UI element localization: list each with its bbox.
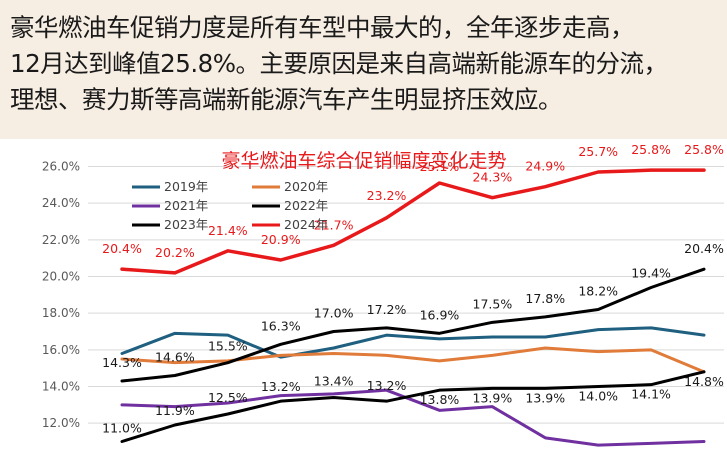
legend-label: 2022年	[284, 198, 328, 213]
y-tick-label: 20.0%	[42, 270, 80, 284]
data-label: 12.5%	[208, 390, 248, 405]
data-label: 13.9%	[525, 390, 565, 405]
legend-label: 2024年	[284, 217, 328, 232]
chart-container: 12.0% 14.0% 16.0% 18.0% 20.0% 22.0% 24.0% 26.0%…	[0, 139, 727, 447]
data-label: 20.2%	[155, 245, 195, 260]
data-label: 14.3%	[102, 355, 142, 370]
y-tick-label: 14.0%	[42, 380, 80, 394]
data-label: 17.5%	[473, 296, 513, 311]
data-label: 13.2%	[261, 379, 301, 394]
data-label: 17.8%	[525, 291, 565, 306]
y-tick-label: 26.0%	[42, 160, 80, 174]
data-label: 21.7%	[314, 217, 354, 232]
series-line-2024年	[120, 168, 706, 275]
data-label: 13.8%	[420, 392, 460, 407]
data-label: 18.2%	[578, 284, 618, 299]
y-tick-label: 16.0%	[42, 343, 80, 357]
y-tick-label: 22.0%	[42, 233, 80, 247]
data-label: 20.9%	[261, 232, 301, 247]
series-line-2020年	[120, 346, 706, 374]
data-label: 16.3%	[261, 318, 301, 333]
data-label: 17.2%	[367, 302, 407, 317]
legend-label: 2020年	[284, 179, 328, 194]
data-label: 14.0%	[578, 389, 618, 404]
y-tick-label: 24.0%	[42, 196, 80, 210]
data-label: 11.9%	[155, 403, 195, 418]
data-label: 15.5%	[208, 339, 248, 354]
data-label: 20.4%	[684, 241, 724, 256]
summary-line-2: 12月达到峰值25.8%。主要原因是来自高端新能源车的分流，	[10, 49, 668, 78]
data-label: 14.8%	[684, 374, 724, 389]
series-line-2022年	[120, 267, 706, 383]
data-label: 19.4%	[631, 266, 671, 281]
data-label: 25.8%	[631, 142, 671, 157]
y-tick-label: 12.0%	[42, 416, 80, 430]
summary-line-1: 豪华燃油车促销力度是所有车型中最大的，全年逐步走高，	[10, 13, 635, 42]
data-label: 14.1%	[631, 387, 671, 402]
summary-banner: 豪华燃油车促销力度是所有车型中最大的，全年逐步走高， 12月达到峰值25.8%。…	[0, 0, 727, 139]
legend-label: 2021年	[164, 198, 208, 213]
promotion-trend-chart: 12.0% 14.0% 16.0% 18.0% 20.0% 22.0% 24.0% 26.0%…	[42, 142, 724, 447]
data-label: 11.0%	[102, 421, 142, 436]
data-label: 25.7%	[578, 144, 618, 159]
y-tick-label: 18.0%	[42, 306, 80, 320]
data-label: 21.4%	[208, 223, 248, 238]
data-label: 13.2%	[367, 378, 407, 393]
summary-line-3: 理想、赛力斯等高端新能源汽车产生明显挤压效应。	[10, 85, 563, 114]
data-label: 23.2%	[367, 188, 407, 203]
data-label: 16.9%	[420, 307, 460, 322]
legend-label: 2023年	[164, 217, 208, 232]
series-line-2019年	[120, 326, 706, 359]
chart-title: 豪华燃油车综合促销幅度变化走势	[221, 150, 506, 172]
series-line-2023年	[120, 370, 706, 443]
summary-text: 豪华燃油车促销力度是所有车型中最大的，全年逐步走高， 12月达到峰值25.8%。…	[10, 10, 722, 118]
data-label: 13.9%	[473, 390, 513, 405]
data-label: 24.3%	[473, 170, 513, 185]
data-label: 25.1%	[420, 159, 460, 174]
legend-label: 2019年	[164, 179, 208, 194]
data-label: 17.0%	[314, 306, 354, 321]
data-label: 25.8%	[684, 142, 724, 157]
series-line-2021年	[120, 388, 706, 447]
data-label: 24.9%	[525, 159, 565, 174]
data-label: 13.4%	[314, 374, 354, 389]
data-label: 14.6%	[155, 350, 195, 365]
data-label: 20.4%	[102, 241, 142, 256]
